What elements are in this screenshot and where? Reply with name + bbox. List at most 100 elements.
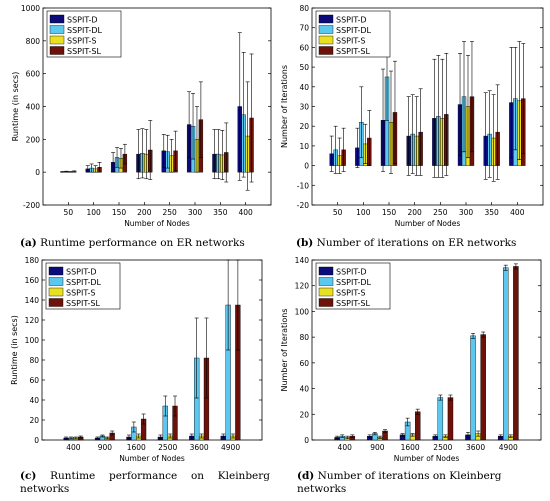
x-tick-label: 350	[213, 208, 228, 217]
legend-label: SSPIT-DL	[336, 278, 372, 287]
y-tick-label: 120	[295, 282, 310, 291]
x-axis-label: Number of Nodes	[395, 219, 461, 228]
legend-swatch	[48, 287, 64, 297]
y-tick-label: 100	[295, 307, 310, 316]
legend-swatch	[318, 266, 334, 276]
caption-a-text: Runtime performance on ER networks	[40, 237, 245, 249]
caption-a: (a) Runtime performance on ER networks	[20, 237, 280, 250]
y-axis-label: Number of Iterations	[280, 308, 289, 391]
chart-iterations-er: -20 -10 0 10 20 30 40 50 60 70 80 50 100 150 200 250 300…	[280, 4, 544, 228]
caption-c-label: (c)	[20, 470, 37, 482]
caption-b-label: (b)	[296, 237, 314, 249]
y-tick-label: 0	[304, 436, 309, 445]
x-tick-label: 4900	[221, 443, 240, 452]
y-tick-label: 200	[26, 135, 41, 144]
y-tick-label: 600	[26, 70, 41, 79]
legend-swatch	[318, 298, 334, 307]
x-tick-label: 3600	[466, 443, 485, 452]
bar	[503, 267, 509, 441]
y-tick-label: 180	[25, 256, 40, 265]
x-tick-label: 900	[98, 443, 113, 452]
x-tick-label: 200	[137, 208, 152, 217]
y-tick-label: 10	[299, 142, 309, 151]
legend-swatch	[318, 46, 334, 55]
legend-label: SSPIT-S	[67, 37, 96, 46]
caption-d-label: (d)	[297, 470, 315, 482]
y-tick-label: 100	[25, 336, 40, 345]
legend-label: SSPIT-DL	[336, 26, 372, 35]
legend-swatch	[318, 14, 334, 24]
y-tick-label: 20	[299, 410, 309, 419]
x-tick-label: 150	[112, 208, 127, 217]
legend-swatch	[48, 298, 64, 307]
legend-label: SSPIT-S	[336, 289, 365, 298]
x-tick-label: 900	[370, 443, 385, 452]
y-tick-label: 400	[26, 103, 41, 112]
legend-swatch	[48, 277, 64, 286]
y-tick-label: 40	[299, 385, 309, 394]
legend-label: SSPIT-D	[336, 16, 367, 25]
legend-swatch	[318, 35, 334, 45]
legend-label: SSPIT-D	[336, 268, 367, 277]
x-tick-label: 300	[459, 208, 474, 217]
x-tick-label: 400	[510, 208, 525, 217]
bar	[480, 334, 486, 441]
legend-label: SSPIT-SL	[67, 47, 101, 56]
x-axis-label: Number of Nodes	[124, 219, 190, 228]
y-tick-label: 20	[299, 122, 309, 131]
y-tick-label: 120	[25, 316, 40, 325]
legend-label: SSPIT-S	[66, 289, 95, 298]
x-axis-label: Number of Nodes	[119, 454, 185, 463]
y-tick-label: 0	[35, 168, 40, 177]
legend-swatch	[49, 14, 65, 24]
y-tick-label: 20	[29, 416, 39, 425]
legend-swatch	[49, 35, 65, 45]
legend-label: SSPIT-D	[67, 16, 98, 25]
y-tick-label: 50	[299, 63, 309, 72]
y-tick-label: 60	[299, 359, 309, 368]
y-tick-label: -200	[23, 201, 40, 210]
y-tick-label: 80	[29, 356, 39, 365]
y-tick-label: 160	[25, 276, 40, 285]
x-tick-label: 4900	[499, 443, 518, 452]
y-tick-label: 30	[299, 103, 309, 112]
x-tick-label: 400	[66, 443, 81, 452]
legend-label: SSPIT-S	[336, 37, 365, 46]
x-tick-label: 1600	[127, 443, 146, 452]
caption-d-text: Number of iterations on Kleinberg networ…	[297, 470, 502, 495]
x-tick-label: 400	[239, 208, 254, 217]
x-axis-label: Number of Nodes	[394, 454, 460, 463]
x-tick-label: 3600	[190, 443, 209, 452]
x-tick-label: 50	[64, 208, 74, 217]
caption-c-text: Runtime performance on Kleinberg network…	[20, 470, 270, 495]
legend-label: SSPIT-SL	[66, 299, 100, 308]
y-tick-label: 140	[25, 296, 40, 305]
caption-a-label: (a)	[20, 237, 37, 249]
y-tick-label: 800	[26, 37, 41, 46]
x-tick-label: 1600	[401, 443, 420, 452]
y-tick-label: 60	[29, 376, 39, 385]
legend-label: SSPIT-SL	[336, 299, 370, 308]
bar	[470, 335, 476, 441]
legend-label: SSPIT-DL	[66, 278, 102, 287]
y-tick-label: -20	[297, 201, 309, 210]
y-tick-label: 60	[299, 43, 309, 52]
legend-label: SSPIT-DL	[67, 26, 103, 35]
chart-iterations-kleinberg: 0 20 40 60 80 100 120 140 400 900 1600 2500 3600 4900…	[280, 256, 542, 463]
x-tick-label: 200	[408, 208, 423, 217]
y-tick-label: 40	[299, 83, 309, 92]
y-tick-label: 0	[304, 162, 309, 171]
x-tick-label: 100	[87, 208, 102, 217]
legend-swatch	[318, 25, 334, 34]
bar	[415, 411, 421, 441]
legend-label: SSPIT-SL	[336, 47, 370, 56]
x-tick-label: 350	[485, 208, 500, 217]
legend-swatch	[318, 287, 334, 297]
x-tick-label: 2500	[158, 443, 177, 452]
legend-swatch	[49, 25, 65, 34]
caption-b-text: Number of iterations on ER networks	[316, 237, 517, 249]
x-tick-label: 250	[433, 208, 448, 217]
caption-c: (c) Runtime performance on Kleinberg net…	[20, 470, 270, 496]
legend-swatch	[318, 277, 334, 286]
x-tick-label: 2500	[433, 443, 452, 452]
